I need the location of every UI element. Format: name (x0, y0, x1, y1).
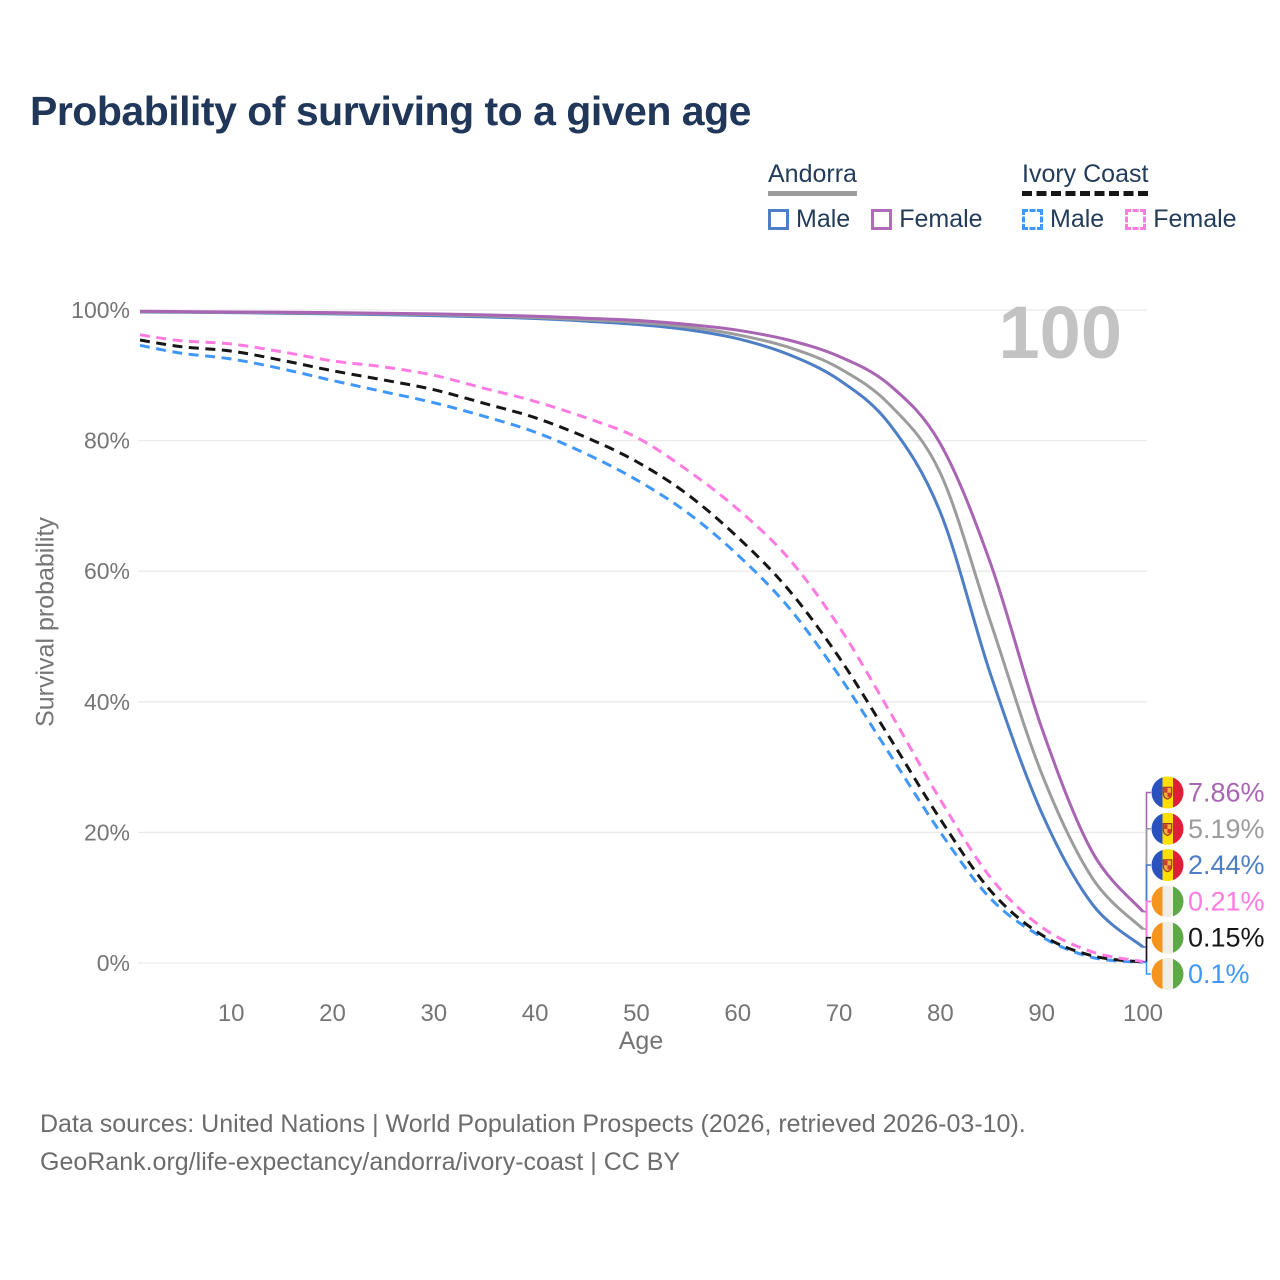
andorra-flag-icon (1151, 849, 1184, 882)
y-tick-label: 40% (84, 689, 130, 715)
x-tick-label: 80 (927, 1000, 954, 1027)
footer-attribution: GeoRank.org/life-expectancy/andorra/ivor… (40, 1148, 681, 1176)
x-axis-ticks: 10 20 30 40 50 60 70 80 90 100 (218, 1000, 1163, 1027)
y-axis-title: Survival probability (31, 517, 60, 727)
legend-swatch-icon (1125, 209, 1147, 230)
curve-andorra-average (139, 310, 1145, 931)
end-label-ivory-coast-female: 0.21% (1188, 886, 1265, 916)
legend-item-andorra-female[interactable]: Female (871, 205, 983, 234)
end-label-andorra-average: 5.19% (1188, 814, 1265, 844)
y-tick-label: 100% (71, 297, 130, 323)
end-label-ivory-coast-average: 0.15% (1188, 923, 1265, 953)
legend-swatch-icon (1022, 209, 1043, 230)
y-tick-label: 0% (97, 950, 130, 976)
ivory-coast-flag-icon (1151, 921, 1184, 954)
legend-item-andorra-male[interactable]: Male (768, 205, 850, 234)
leader-line-ivory-coast-average (1143, 936, 1151, 963)
ivory-coast-flag-icon (1151, 958, 1184, 990)
legend-item-ivory-coast-male[interactable]: Male (1022, 205, 1104, 234)
gridlines: 0% 20% 40% 60% 80% 100% (71, 297, 1147, 976)
legend-item-label: Female (1153, 205, 1237, 233)
ivory-coast-flag-icon (1151, 885, 1184, 918)
x-tick-label: 40 (522, 1000, 549, 1027)
legend-item-label: Male (1050, 205, 1105, 233)
andorra-flag-icon (1151, 776, 1184, 809)
legend-item-label: Female (899, 205, 983, 233)
x-tick-label: 50 (623, 1000, 650, 1027)
x-tick-label: 30 (420, 1000, 447, 1027)
legend-group-andorra: Andorra Male Female (768, 160, 1004, 234)
end-label-andorra-female: 7.86% (1188, 778, 1265, 808)
footer: Data sources: United Nations | World Pop… (40, 1105, 1026, 1181)
chart-title: Probability of surviving to a given age (30, 88, 751, 134)
curve-ivory-coast-female (139, 333, 1144, 964)
legend-swatch-icon (871, 209, 893, 230)
legend-swatch-icon (768, 209, 789, 230)
andorra-flag-icon (1151, 812, 1184, 845)
x-tick-label: 90 (1028, 1000, 1055, 1027)
x-tick-label: 60 (724, 1000, 751, 1027)
leader-line-ivory-coast-male (1143, 961, 1151, 975)
legend-group-title: Andorra (768, 160, 857, 196)
legend-group-title: Ivory Coast (1022, 160, 1149, 196)
legend-item-ivory-coast-female[interactable]: Female (1125, 205, 1237, 234)
x-axis-title: Age (618, 1027, 664, 1055)
curves (139, 309, 1145, 964)
y-tick-label: 20% (84, 819, 130, 845)
chart-legend: Andorra Male Female Ivory Coast Male Female (0, 160, 1280, 250)
x-tick-label: 20 (319, 1000, 346, 1027)
curve-ivory-coast-male (139, 343, 1144, 964)
y-tick-label: 60% (84, 558, 130, 584)
end-label-andorra-male: 2.44% (1188, 850, 1265, 880)
curve-ivory-coast-average (139, 338, 1144, 964)
x-tick-label: 10 (218, 1000, 245, 1027)
end-label-ivory-coast-male: 0.1% (1188, 959, 1250, 989)
x-tick-label: 70 (826, 1000, 853, 1027)
age-watermark: 100 (998, 291, 1122, 374)
end-labels: 7.86% 5.19% 2.44% 0.21% 0.15% 0.1% (1143, 776, 1265, 990)
curve-andorra-female (139, 309, 1145, 913)
x-tick-label: 100 (1123, 1000, 1163, 1027)
legend-group-ivory-coast: Ivory Coast Male Female (1022, 160, 1258, 234)
footer-data-sources: Data sources: United Nations | World Pop… (40, 1110, 1026, 1138)
legend-item-label: Male (796, 205, 851, 233)
y-tick-label: 80% (84, 428, 130, 454)
